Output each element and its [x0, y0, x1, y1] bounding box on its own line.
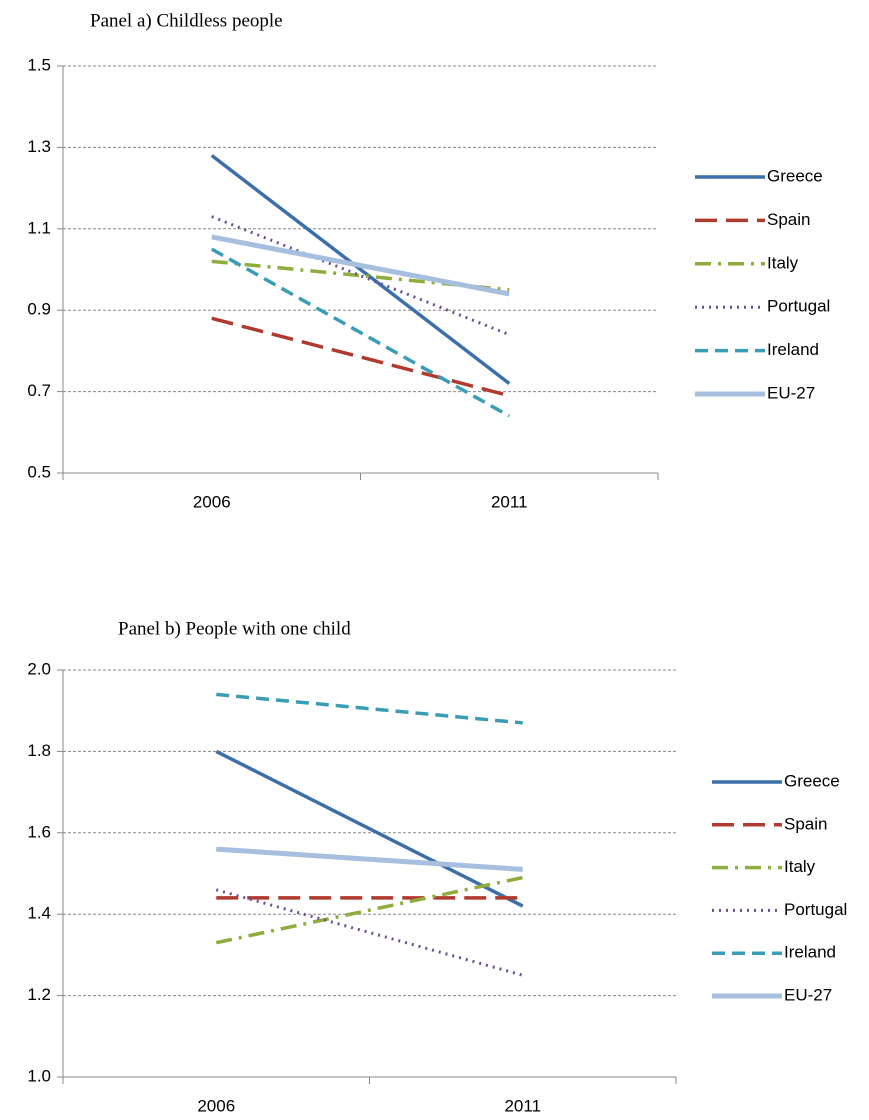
legend-label: Italy	[784, 857, 816, 876]
y-tick-label: 1.1	[27, 218, 51, 237]
chart-title: Panel a) Childless people	[90, 10, 283, 31]
series-line	[216, 692, 523, 725]
x-tick-label: 2011	[491, 492, 528, 511]
y-tick-label: 1.3	[27, 137, 51, 156]
series-line	[215, 749, 524, 908]
x-tick-label: 2011	[504, 1096, 541, 1115]
y-tick-label: 1.4	[27, 904, 51, 923]
legend-label: EU-27	[767, 383, 815, 402]
x-tick-label: 2006	[193, 492, 231, 511]
y-tick-label: 1.0	[27, 1066, 51, 1085]
y-tick-label: 0.5	[27, 462, 51, 481]
y-tick-label: 1.8	[27, 741, 51, 760]
series-line	[211, 316, 510, 398]
legend-label: Ireland	[767, 340, 819, 359]
chart-title: Panel b) People with one child	[118, 618, 351, 639]
y-tick-label: 1.2	[27, 985, 51, 1004]
y-tick-label: 1.6	[27, 822, 51, 841]
legend-label: EU-27	[784, 985, 832, 1004]
legend-label: Ireland	[784, 943, 836, 962]
series-line	[211, 234, 510, 297]
legend-label: Greece	[767, 166, 823, 185]
legend-label: Spain	[784, 814, 827, 833]
series-line	[216, 846, 523, 872]
legend-label: Spain	[767, 210, 810, 229]
legend-label: Greece	[784, 771, 840, 790]
series-line	[210, 154, 511, 385]
y-tick-label: 2.0	[27, 659, 51, 678]
legend-label: Italy	[767, 253, 799, 272]
legend-label: Portugal	[784, 900, 847, 919]
series-line	[215, 875, 524, 945]
y-tick-label: 0.7	[27, 381, 51, 400]
y-tick-label: 1.5	[27, 55, 51, 74]
y-tick-label: 0.9	[27, 300, 51, 319]
x-tick-label: 2006	[197, 1096, 235, 1115]
series-line	[210, 247, 511, 418]
series-line	[211, 215, 510, 337]
legend-label: Portugal	[767, 297, 830, 316]
